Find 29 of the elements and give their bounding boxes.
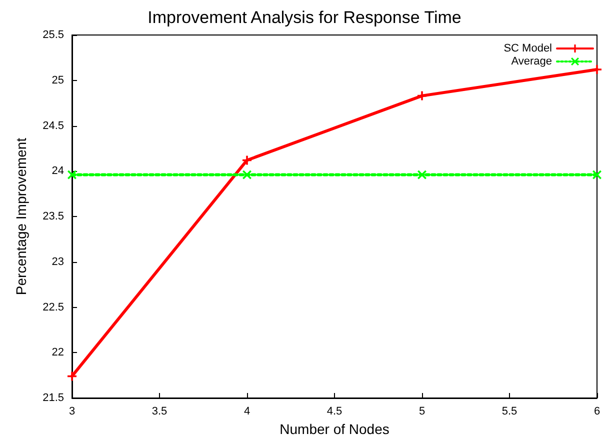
- point: [242, 156, 252, 165]
- y-tick-label: 23: [52, 256, 64, 268]
- x-tick-label: 4: [244, 406, 250, 418]
- point: [68, 372, 76, 381]
- y-tick-label: 22: [52, 346, 64, 359]
- point: [592, 170, 602, 180]
- point: [68, 170, 76, 180]
- x-tick-label: 6: [594, 406, 600, 418]
- chart-title: Improvement Analysis for Response Time: [148, 8, 462, 27]
- x-tick-label: 3.5: [152, 406, 168, 418]
- y-tick-label: 25: [52, 74, 64, 86]
- y-tick-label: 24: [52, 165, 64, 178]
- y-tick-label: 23.5: [42, 210, 64, 222]
- x-tick-label: 5: [418, 406, 426, 418]
- legend-label: Average: [511, 56, 552, 68]
- point: [592, 64, 602, 74]
- y-tick-label: 25.5: [42, 29, 64, 41]
- x-tick-label: 3: [68, 406, 76, 418]
- point: [418, 170, 426, 180]
- y-axis-title: Percentage Improvement: [13, 138, 29, 296]
- x-tick-label: 5.5: [502, 406, 518, 418]
- x-tick-label: 4.5: [326, 406, 342, 418]
- point: [418, 91, 426, 100]
- x-axis-title: Number of Nodes: [280, 421, 390, 437]
- legend-label: SC Model: [504, 42, 552, 54]
- y-tick-label: 21.5: [42, 392, 64, 404]
- y-tick-label: 22.5: [42, 301, 64, 314]
- y-tick-label: 24.5: [42, 120, 64, 132]
- point: [242, 170, 252, 180]
